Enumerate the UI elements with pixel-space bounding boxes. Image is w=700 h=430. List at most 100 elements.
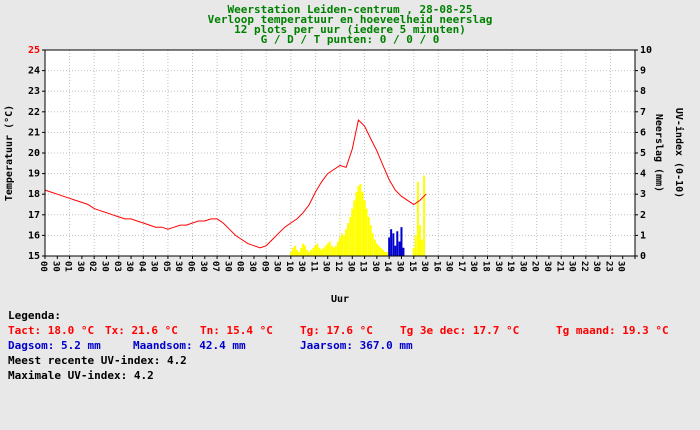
x-tick-label: 05 [161,261,171,272]
neerslag-bar [375,243,378,256]
neerslag-bar [423,175,426,256]
neerslag-bar [377,245,380,256]
x-tick-label: 30 [394,261,404,272]
neerslag-blauw-bar [396,231,399,256]
x-tick-label: 20 [530,261,540,272]
x-tick-label: 11 [308,261,318,272]
x-tick-label: 17 [456,261,466,272]
x-tick-label: 12 [333,261,343,272]
legend-heading: Legenda: [8,309,61,322]
neerslag-bar [330,245,333,256]
neerslag-bar [355,192,358,256]
title-station-date: Weerstation Leiden-centrum , 28-08-25 [227,3,473,16]
neerslag-bar [320,249,323,256]
right-axis-title-uv: UV-index (0-10) [673,108,685,198]
legend-tg-3e-dec: Tg 3e dec: 17.7 °C [400,324,520,337]
legend-tx: Tx: 21.6 °C [105,324,178,337]
x-tick-label: 30 [75,261,85,272]
x-tick-label: 30 [591,261,601,272]
x-tick-label: 08 [235,261,245,272]
x-tick-label: 30 [50,261,60,272]
y-tick-label-left: 16 [28,230,40,241]
x-tick-label: 30 [272,261,282,272]
legend-tn: Tn: 15.4 °C [200,324,273,337]
y-tick-label-left: 25 [28,45,40,56]
neerslag-bar [328,241,331,256]
y-tick-label-right: 3 [640,189,646,200]
y-tick-label-right: 6 [640,127,646,138]
y-tick-label-left: 19 [28,169,40,180]
x-tick-label: 30 [419,261,429,272]
y-tick-label-right: 9 [640,66,646,77]
neerslag-bar [294,245,297,256]
x-tick-label: 30 [517,261,527,272]
neerslag-bar [382,249,385,256]
neerslag-bar [291,247,294,256]
y-tick-label-left: 22 [28,107,40,118]
x-tick-label: 30 [468,261,478,272]
x-tick-label: 30 [345,261,355,272]
x-tick-label: 30 [173,261,183,272]
legend-max-uv: Maximale UV-index: 4.2 [8,369,154,382]
y-tick-label-right: 1 [640,230,646,241]
x-tick-label: 19 [505,261,515,272]
x-tick-label: 30 [99,261,109,272]
x-tick-label: 30 [567,261,577,272]
legend-precipitation-row: Dagsom: 5.2 mm Maandsom: 42.4 mm Jaarsom: … [8,338,700,353]
neerslag-bar [412,247,415,256]
neerslag-blauw-bar [392,233,395,256]
neerslag-bar [322,247,325,256]
y-tick-label-right: 2 [640,210,646,221]
neerslag-bar [386,251,389,256]
neerslag-bar [371,233,374,256]
y-tick-label-left: 20 [28,148,40,159]
neerslag-bar [416,181,419,256]
neerslag-blauw-bar [402,247,405,256]
neerslag-bar [300,247,303,256]
neerslag-bar [324,245,327,256]
neerslag-bar [316,243,319,256]
y-tick-label-left: 17 [28,210,40,221]
legend-maandsom: Maandsom: 42.4 mm [133,339,246,352]
legend-tact: Tact: 18.0 °C [8,324,95,337]
x-tick-label: 30 [370,261,380,272]
x-axis-title: Uur [331,294,349,305]
legend-jaarsom: Jaarsom: 367.0 mm [300,339,413,352]
x-tick-label: 09 [259,261,269,272]
x-tick-label: 00 [38,261,48,272]
left-axis-title: Temperatuur (°C) [4,105,15,201]
neerslag-bar [304,245,307,256]
x-tick-label: 30 [493,261,503,272]
neerslag-bar [289,251,292,256]
x-tick-label: 30 [444,261,454,272]
neerslag-bar [414,235,417,256]
x-tick-label: 30 [296,261,306,272]
y-tick-label-left: 21 [28,127,40,138]
neerslag-bar [318,247,321,256]
x-tick-label: 18 [481,261,491,272]
neerslag-bar [369,225,372,256]
legend-tg: Tg: 17.6 °C [300,324,373,337]
neerslag-bar [351,208,354,256]
neerslag-bar [349,216,352,256]
neerslag-bar [310,249,313,256]
x-tick-label: 30 [247,261,257,272]
y-tick-label-left: 18 [28,189,40,200]
x-tick-label: 15 [407,261,417,272]
x-tick-label: 06 [186,261,196,272]
neerslag-blauw-bar [390,229,393,256]
neerslag-bar [380,247,383,256]
neerslag-bar [373,239,376,256]
neerslag-bar [345,229,348,256]
title-gdt-points: G / D / T punten: 0 / 0 / 0 [260,33,440,46]
x-tick-label: 30 [124,261,134,272]
x-tick-label: 04 [136,261,146,272]
x-tick-label: 16 [431,261,441,272]
legend-recent-uv: Meest recente UV-index: 4.2 [8,354,187,367]
x-tick-label: 30 [198,261,208,272]
neerslag-bar [308,251,311,256]
legend-dagsom: Dagsom: 5.2 mm [8,339,101,352]
y-tick-label-right: 0 [640,251,646,262]
y-tick-label-right: 8 [640,86,646,97]
